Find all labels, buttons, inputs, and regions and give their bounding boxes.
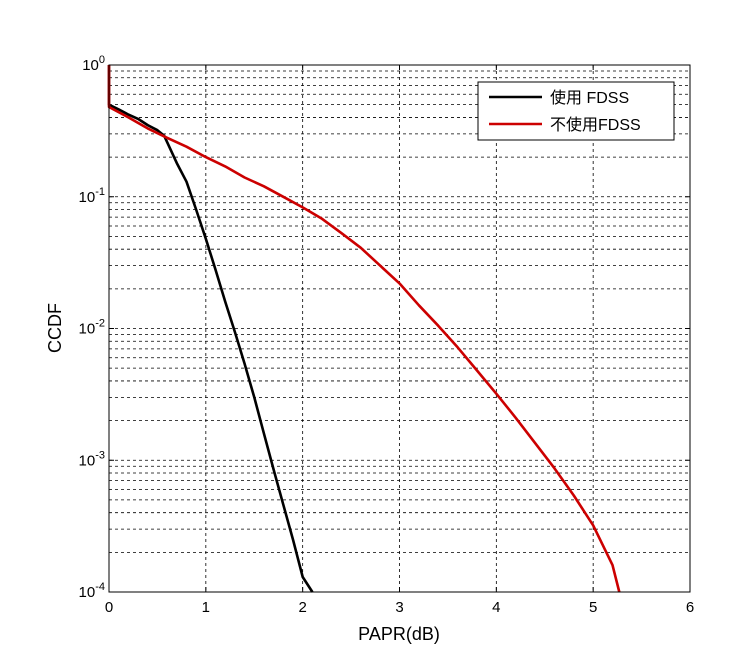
x-tick-label: 1	[202, 599, 210, 616]
x-tick-label: 0	[105, 599, 113, 616]
legend: 使用 FDSS 不使用FDSS	[477, 81, 675, 141]
y-tick-label: 10-1	[79, 186, 105, 206]
y-tick-label: 10-4	[79, 581, 105, 601]
axis-ticks: 0 1 2 3 4 5 6 100 10-1 10-2 10-3 10-4	[79, 54, 695, 616]
x-tick-label: 5	[589, 599, 597, 616]
x-tick-label: 4	[492, 599, 500, 616]
legend-label-with-fdss: 使用 FDSS	[550, 89, 629, 107]
legend-box	[477, 81, 675, 141]
x-tick-label: 2	[298, 599, 306, 616]
series-line-0	[107, 65, 314, 593]
series-lines	[107, 65, 621, 593]
y-tick-label: 10-2	[79, 318, 105, 338]
legend-label-without-fdss: 不使用FDSS	[550, 116, 641, 134]
x-tick-label: 3	[395, 599, 403, 616]
y-tick-label: 10-3	[79, 449, 105, 469]
grid	[109, 65, 690, 592]
series-line-1	[107, 65, 621, 593]
x-tick-label: 6	[686, 599, 694, 616]
y-axis-label: CCDF	[45, 303, 65, 353]
y-tick-label: 100	[82, 54, 105, 74]
x-axis-label: PAPR(dB)	[358, 624, 440, 644]
